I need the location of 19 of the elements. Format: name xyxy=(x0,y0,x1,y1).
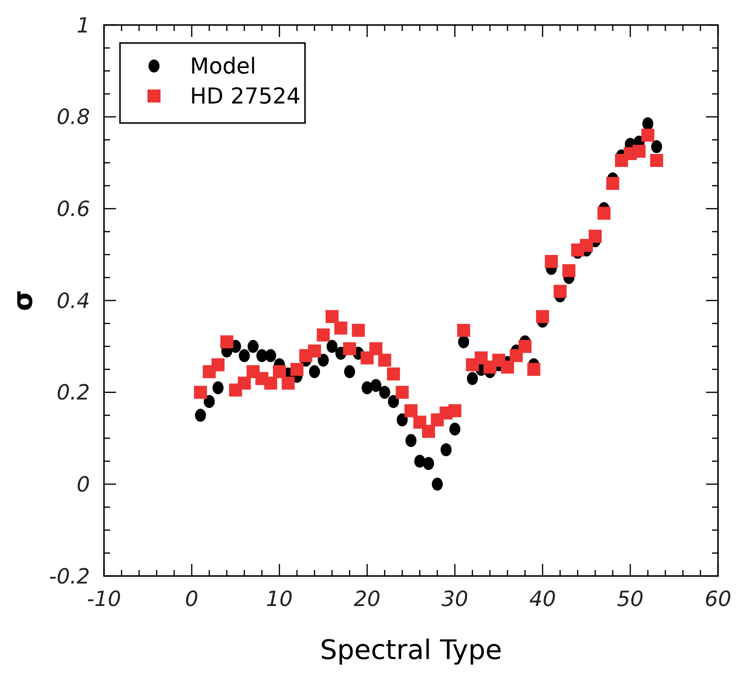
x-tick-label: 10 xyxy=(266,587,293,611)
y-tick-label: -0.2 xyxy=(49,564,90,588)
y-tick-label: 0 xyxy=(76,472,90,497)
x-tick-label: 60 xyxy=(704,587,732,611)
y-tick-label: 0.8 xyxy=(56,105,90,130)
x-tick-label: 0 xyxy=(185,587,198,611)
legend-label: Model xyxy=(190,54,256,80)
x-axis-title: Spectral Type xyxy=(320,635,502,666)
legend-label: HD 27524 xyxy=(190,84,300,110)
x-tick-label: 50 xyxy=(616,587,644,611)
y-axis-title: σ xyxy=(8,290,39,312)
y-tick-label: 1 xyxy=(76,13,90,38)
y-tick-label: 0.6 xyxy=(56,197,90,222)
x-tick-label: -10 xyxy=(86,587,122,611)
x-tick-label: 30 xyxy=(441,587,468,611)
x-tick-label: 40 xyxy=(529,587,556,611)
y-tick-label: 0.2 xyxy=(56,380,90,405)
x-tick-label: 20 xyxy=(354,587,381,611)
y-tick-label: 0.4 xyxy=(56,288,90,313)
